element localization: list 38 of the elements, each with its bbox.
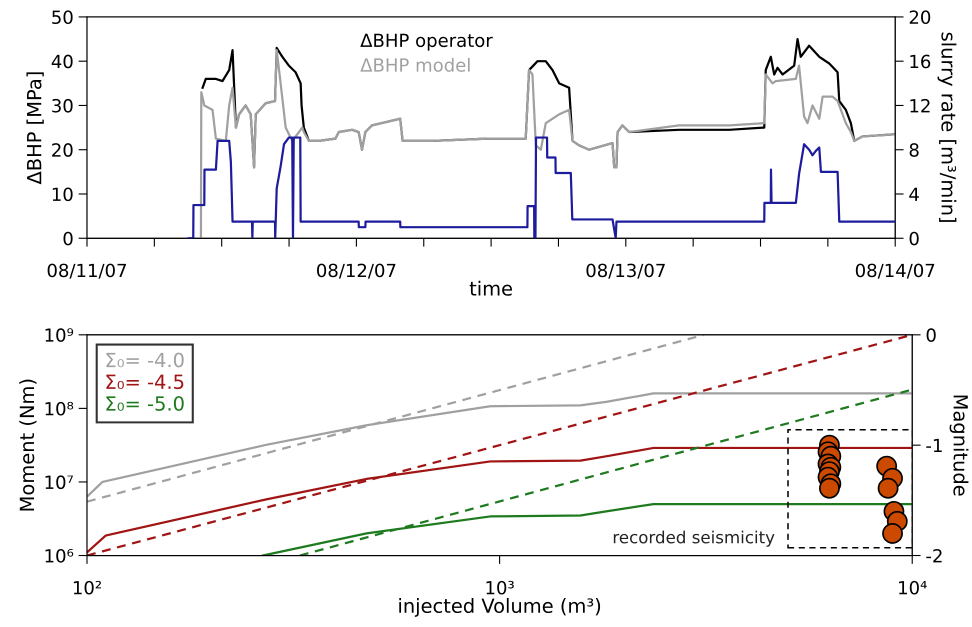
y2-tick-label: 20 — [910, 10, 930, 24]
x-axis-title: injected Volume (m³) — [399, 598, 600, 617]
y-axis-title: ΔBHP [MPa] — [26, 72, 44, 184]
x-tick-label: 08/12/07 — [317, 264, 396, 279]
x-tick-label: 10³ — [486, 580, 514, 594]
y-tick-label: 10⁸ — [46, 402, 74, 416]
text: Σ₀= -4.0 — [106, 352, 184, 368]
y-tick-label: 0 — [64, 232, 73, 246]
y2-tick-label: 12 — [910, 98, 930, 112]
y-tick-label: 20 — [52, 143, 73, 157]
y2-axis-title: Magnitude — [950, 396, 968, 496]
y2-axis-title: slurry rate [m³/min] — [938, 32, 956, 222]
x-tick-label: 10² — [74, 580, 101, 594]
y-tick-label: 10⁷ — [46, 475, 73, 490]
y2-tick-label: 8 — [910, 143, 919, 157]
x-tick-label: 08/14/07 — [856, 264, 934, 279]
x-tick-label: 08/11/07 — [48, 264, 126, 279]
annotation: recorded seismicity — [614, 530, 775, 547]
y-tick-label: 50 — [52, 10, 73, 24]
x-tick-label: 08/13/07 — [586, 264, 665, 279]
x-tick-label: 10⁴ — [899, 580, 927, 594]
y2-tick-label: 0 — [910, 232, 919, 246]
y-tick-label: 10⁶ — [46, 548, 74, 563]
y-tick-label: 40 — [52, 54, 73, 68]
text: Σ₀= -4.5 — [106, 374, 184, 390]
y-tick-label: 10 — [52, 187, 73, 202]
y2-tick-label: 16 — [910, 54, 930, 68]
x-axis-title: time — [470, 280, 512, 296]
y2-tick-label: 4 — [909, 188, 919, 201]
text: Σ₀= -5.0 — [106, 396, 184, 411]
text: ΔBHP operator — [360, 34, 493, 51]
y-tick-label: 10⁹ — [46, 328, 74, 342]
y-axis-title: Moment (Nm) — [19, 380, 37, 510]
text: ΔBHP model — [360, 58, 470, 72]
y2-tick-label: -1 — [926, 438, 942, 452]
y2-tick-label: 0 — [926, 328, 936, 342]
y-tick-label: 30 — [52, 98, 73, 113]
y2-tick-label: -2 — [926, 548, 942, 562]
